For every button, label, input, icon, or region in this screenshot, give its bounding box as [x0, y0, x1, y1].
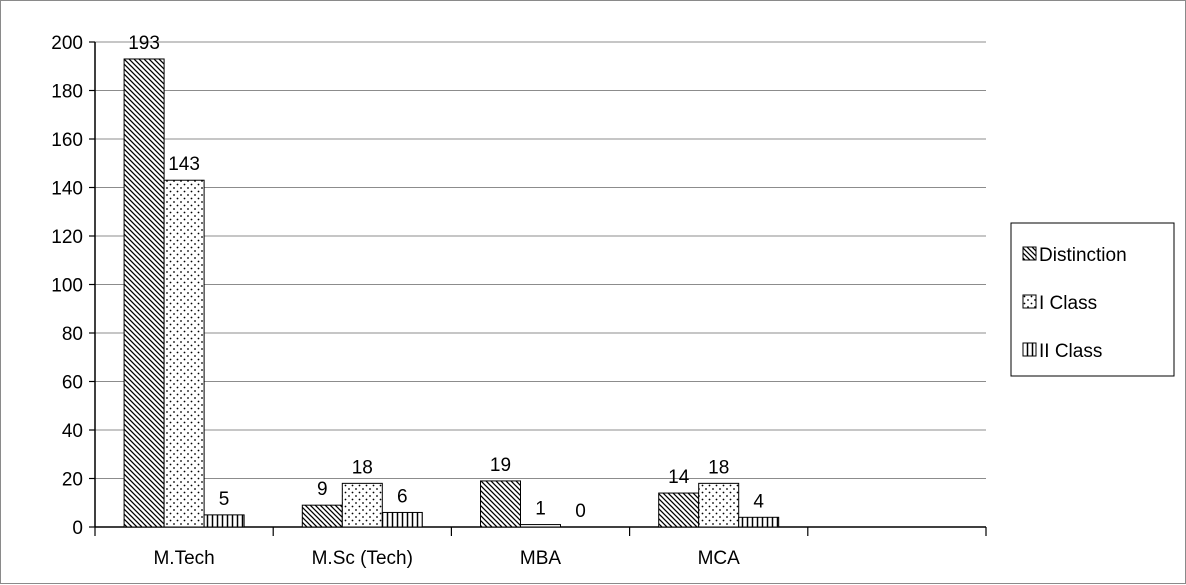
y-tick-label: 100 — [51, 276, 83, 297]
bar-i-class — [520, 524, 561, 528]
data-label: 143 — [168, 154, 200, 175]
data-label: 18 — [352, 457, 373, 478]
data-label: 6 — [397, 486, 408, 507]
legend-swatch — [1022, 246, 1037, 261]
legend: Distinction I Class II Class — [1010, 222, 1175, 377]
x-category-label: M.Sc (Tech) — [312, 548, 413, 569]
y-tick-label: 120 — [51, 227, 83, 248]
x-category-label: MCA — [698, 548, 741, 569]
bar-i-class — [163, 179, 205, 528]
bar-ii-class — [381, 511, 423, 528]
bar-distinction — [123, 58, 165, 528]
x-category-label: M.Tech — [153, 548, 214, 569]
y-tick-label: 60 — [62, 373, 83, 394]
bar-distinction — [658, 492, 700, 528]
bar-i-class — [698, 482, 740, 528]
y-tick-label: 20 — [62, 470, 83, 491]
y-tick-label: 140 — [51, 179, 83, 200]
y-tick-label: 160 — [51, 130, 83, 151]
legend-label: Distinction — [1039, 245, 1127, 266]
data-label: 9 — [317, 479, 328, 500]
legend-swatch — [1022, 294, 1037, 309]
legend-box — [1010, 222, 1175, 377]
data-labels: 193 9 19 14 143 18 1 18 5 6 0 4 — [128, 33, 764, 522]
legend-label: II Class — [1039, 341, 1102, 362]
bar-ii-class — [738, 516, 780, 528]
bar-distinction — [480, 480, 521, 528]
data-label: 193 — [128, 33, 160, 54]
legend-label: I Class — [1039, 293, 1097, 314]
x-category-label: MBA — [520, 548, 562, 569]
legend-swatch — [1022, 342, 1037, 357]
y-tick-label: 40 — [62, 421, 83, 442]
bars — [123, 58, 780, 528]
bar-i-class — [341, 482, 383, 528]
y-tick-label: 0 — [72, 518, 83, 539]
y-tick-label: 200 — [51, 33, 83, 54]
data-label: 14 — [668, 467, 690, 488]
bar-ii-class — [203, 514, 245, 528]
data-label: 18 — [708, 457, 729, 478]
y-tick-label: 80 — [62, 324, 83, 345]
y-tick-label: 180 — [51, 82, 83, 103]
data-label: 4 — [753, 491, 764, 512]
data-label: 1 — [535, 499, 546, 520]
data-label: 19 — [490, 455, 511, 476]
gridlines — [95, 41, 986, 479]
data-label: 5 — [219, 489, 230, 510]
data-label: 0 — [575, 501, 586, 522]
bar-distinction — [301, 504, 343, 528]
